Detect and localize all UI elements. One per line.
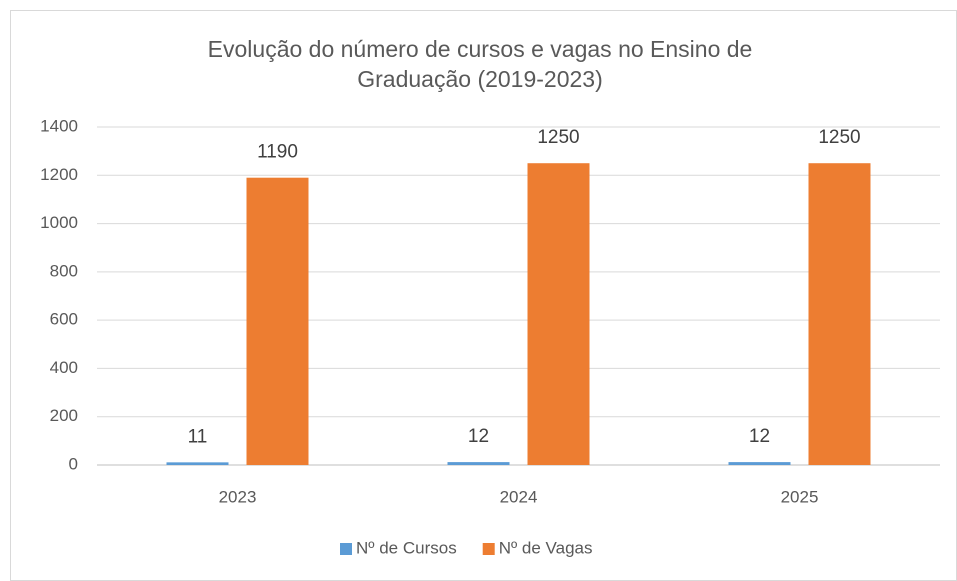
y-tick-label: 200	[50, 406, 78, 425]
bar	[808, 163, 871, 465]
y-tick-label: 800	[50, 261, 78, 280]
data-label: 12	[749, 426, 770, 447]
y-tick-label: 0	[69, 454, 78, 473]
bar	[246, 177, 309, 465]
y-tick-label: 1400	[40, 116, 78, 135]
x-tick-label: 2025	[781, 487, 819, 506]
legend-label: Nº de Cursos	[356, 538, 457, 557]
bar	[527, 163, 590, 465]
data-label: 12	[468, 426, 489, 447]
y-tick-label: 400	[50, 358, 78, 377]
data-label: 1250	[537, 127, 579, 148]
legend-swatch	[340, 543, 352, 555]
bar	[447, 462, 510, 465]
bar	[166, 462, 229, 465]
data-label: 1250	[818, 127, 860, 148]
bar	[728, 462, 791, 465]
y-tick-label: 600	[50, 310, 78, 329]
y-tick-label: 1000	[40, 213, 78, 232]
x-tick-label: 2023	[219, 487, 257, 506]
x-tick-label: 2024	[500, 487, 538, 506]
chart-title: Evolução do número de cursos e vagas no …	[207, 36, 753, 92]
y-tick-label: 1200	[40, 165, 78, 184]
data-label: 11	[188, 426, 208, 447]
data-label: 1190	[257, 142, 298, 163]
legend-swatch	[482, 543, 495, 555]
legend-label: Nº de Vagas	[499, 538, 593, 557]
